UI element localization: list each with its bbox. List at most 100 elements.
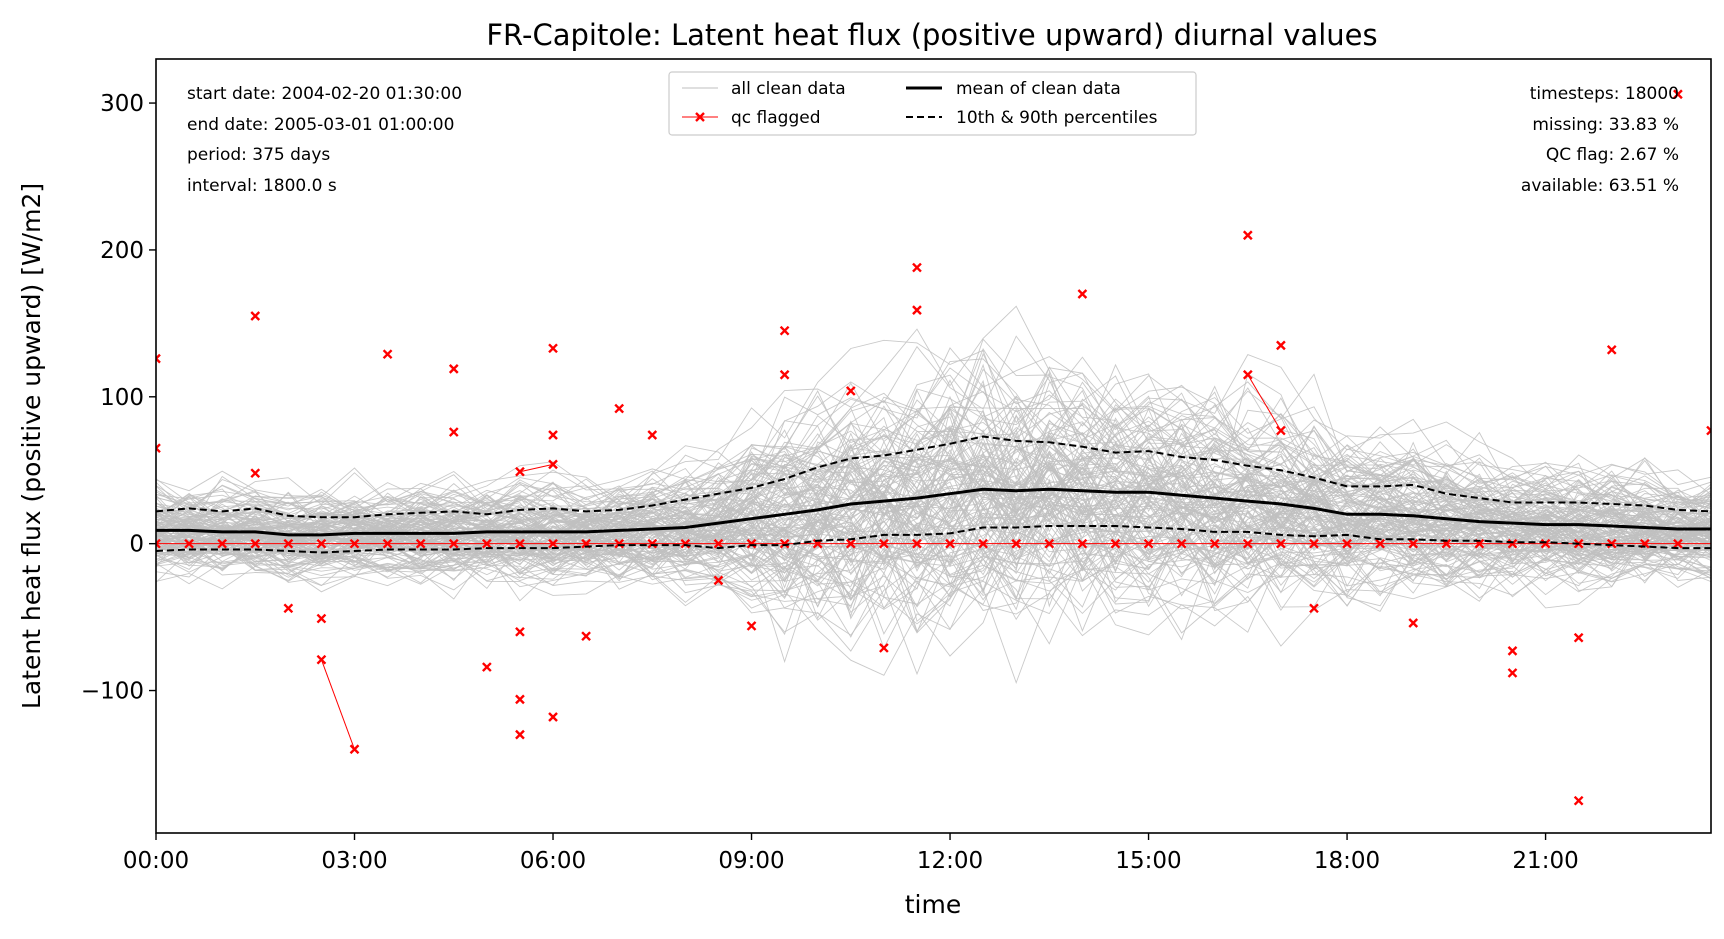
info-left: start date: 2004-02-20 01:30:00 end date…: [187, 84, 462, 196]
qc-flagged-marker: [1408, 618, 1419, 628]
qc-flagged-marker: [1507, 668, 1518, 678]
qc-flagged-marker: [184, 538, 194, 549]
qc-flagged-marker: [779, 325, 790, 336]
qc-flagged-marker: [1342, 538, 1352, 549]
qc-flagged-marker: [415, 538, 426, 549]
qc-flagged-marker: [1309, 538, 1319, 549]
qc-flagged-marker: [482, 538, 492, 549]
legend-qc-marker: [695, 112, 705, 122]
qc-flagged-marker: [1276, 340, 1286, 351]
qc-flagged-marker: [1242, 230, 1253, 241]
qc-flagged-marker: [845, 538, 856, 549]
clean-data-trace: [156, 404, 1711, 557]
qc-flagged-marker: [746, 538, 757, 549]
clean-data-trace: [156, 374, 1711, 528]
clean-data-trace: [156, 426, 1711, 545]
qc-flagged-marker: [515, 626, 525, 637]
x-tick-label: 09:00: [718, 848, 784, 874]
clean-data-trace: [156, 441, 1711, 563]
qc-flagged-marker: [283, 538, 294, 549]
qc-flagged-marker: [548, 343, 558, 354]
clean-data-trace: [156, 547, 1711, 685]
qc-flagged-marker: [515, 729, 525, 740]
info-available: available: 63.51 %: [1521, 176, 1679, 196]
x-tick-label: 15:00: [1115, 848, 1181, 874]
clean-data-trace: [156, 423, 1711, 553]
qc-flagged-marker: [1673, 538, 1683, 549]
qc-flagged-marker: [548, 459, 558, 470]
qc-flagged-marker: [978, 538, 988, 549]
qc-flagged-marker: [217, 538, 228, 549]
qc-flagged-marker: [382, 349, 393, 360]
chart-title: FR-Capitole: Latent heat flux (positive …: [486, 18, 1377, 52]
x-tick-label: 18:00: [1314, 848, 1380, 874]
qc-flagged-marker: [1673, 89, 1683, 100]
qc-flagged-marker: [250, 468, 261, 479]
legend: all clean data qc flagged mean of clean …: [668, 71, 1197, 136]
clean-data-trace: [156, 430, 1711, 545]
x-axis-title: time: [905, 890, 961, 919]
qc-flagged-marker: [614, 403, 625, 414]
statistics-lines: [156, 435, 1711, 554]
clean-data-trace: [156, 541, 1711, 664]
qc-flagged-marker: [879, 538, 889, 549]
qc-flagged-marker: [1077, 289, 1088, 299]
qc-flagged-marker: [548, 712, 558, 722]
qc-flagged-marker: [647, 538, 658, 549]
qc-flagged-marker: [250, 538, 261, 549]
qc-flagged-line: [1247, 374, 1282, 431]
qc-flagged-marker: [1110, 538, 1121, 549]
clean-data-trace: [156, 388, 1711, 527]
clean-data-trace: [156, 527, 1711, 608]
qc-flagged-marker: [581, 631, 591, 642]
info-right: timesteps: 18000 missing: 33.83 % QC fla…: [1521, 84, 1679, 196]
clean-data-trace: [156, 496, 1711, 608]
clean-data-trace: [156, 473, 1711, 582]
plot-frame: [155, 58, 1712, 834]
qc-flagged-marker: [779, 369, 790, 380]
info-qc-flag: QC flag: 2.67 %: [1546, 145, 1679, 165]
qc-flagged-marker: [912, 305, 922, 315]
x-tick-label: 21:00: [1512, 848, 1578, 874]
qc-flagged-marker: [1011, 538, 1022, 549]
qc-flagged-marker: [316, 613, 327, 624]
info-timesteps: timesteps: 18000: [1530, 84, 1679, 104]
clean-data-trace: [156, 363, 1711, 532]
qc-flagged-marker: [1573, 795, 1584, 806]
clean-data-trace: [156, 356, 1711, 515]
qc-flagged-marker: [448, 364, 459, 374]
qc-flagged-marker: [1507, 538, 1518, 549]
legend-percentile-label: 10th & 90th percentiles: [956, 108, 1158, 128]
qc-flagged-marker: [316, 654, 327, 665]
qc-flagged-points: [156, 89, 1711, 806]
qc-flagged-marker: [1309, 603, 1319, 614]
legend-box: [668, 71, 1197, 136]
qc-flagged-marker: [349, 538, 360, 549]
qc-flagged-marker: [1044, 538, 1055, 549]
info-period: period: 375 days: [187, 145, 330, 165]
percentile-10-line: [156, 525, 1711, 554]
y-tick-label: −100: [81, 679, 144, 705]
qc-flagged-marker: [382, 538, 393, 549]
qc-flagged-marker: [845, 386, 856, 396]
clean-data-trace: [156, 339, 1711, 503]
qc-flagged-marker: [283, 603, 294, 614]
clean-data-trace: [156, 544, 1711, 676]
qc-flagged-marker: [1375, 538, 1385, 549]
clean-data-trace: [156, 426, 1711, 563]
qc-flagged-marker: [1242, 538, 1253, 549]
y-tick-label: 200: [100, 238, 144, 264]
qc-flagged-marker: [1242, 369, 1253, 380]
clean-data-trace: [156, 428, 1711, 567]
qc-flagged-marker: [316, 538, 327, 549]
qc-flagged-marker: [482, 662, 492, 672]
qc-flagged-marker: [156, 443, 161, 454]
qc-flagged-marker: [713, 575, 724, 586]
clean-data-trace: [156, 465, 1711, 590]
qc-flagged-marker: [349, 744, 360, 755]
y-tick-label: 100: [100, 385, 144, 411]
info-interval: interval: 1800.0 s: [187, 176, 337, 196]
qc-flagged-marker: [945, 538, 955, 549]
legend-qc-label: qc flagged: [731, 108, 821, 128]
